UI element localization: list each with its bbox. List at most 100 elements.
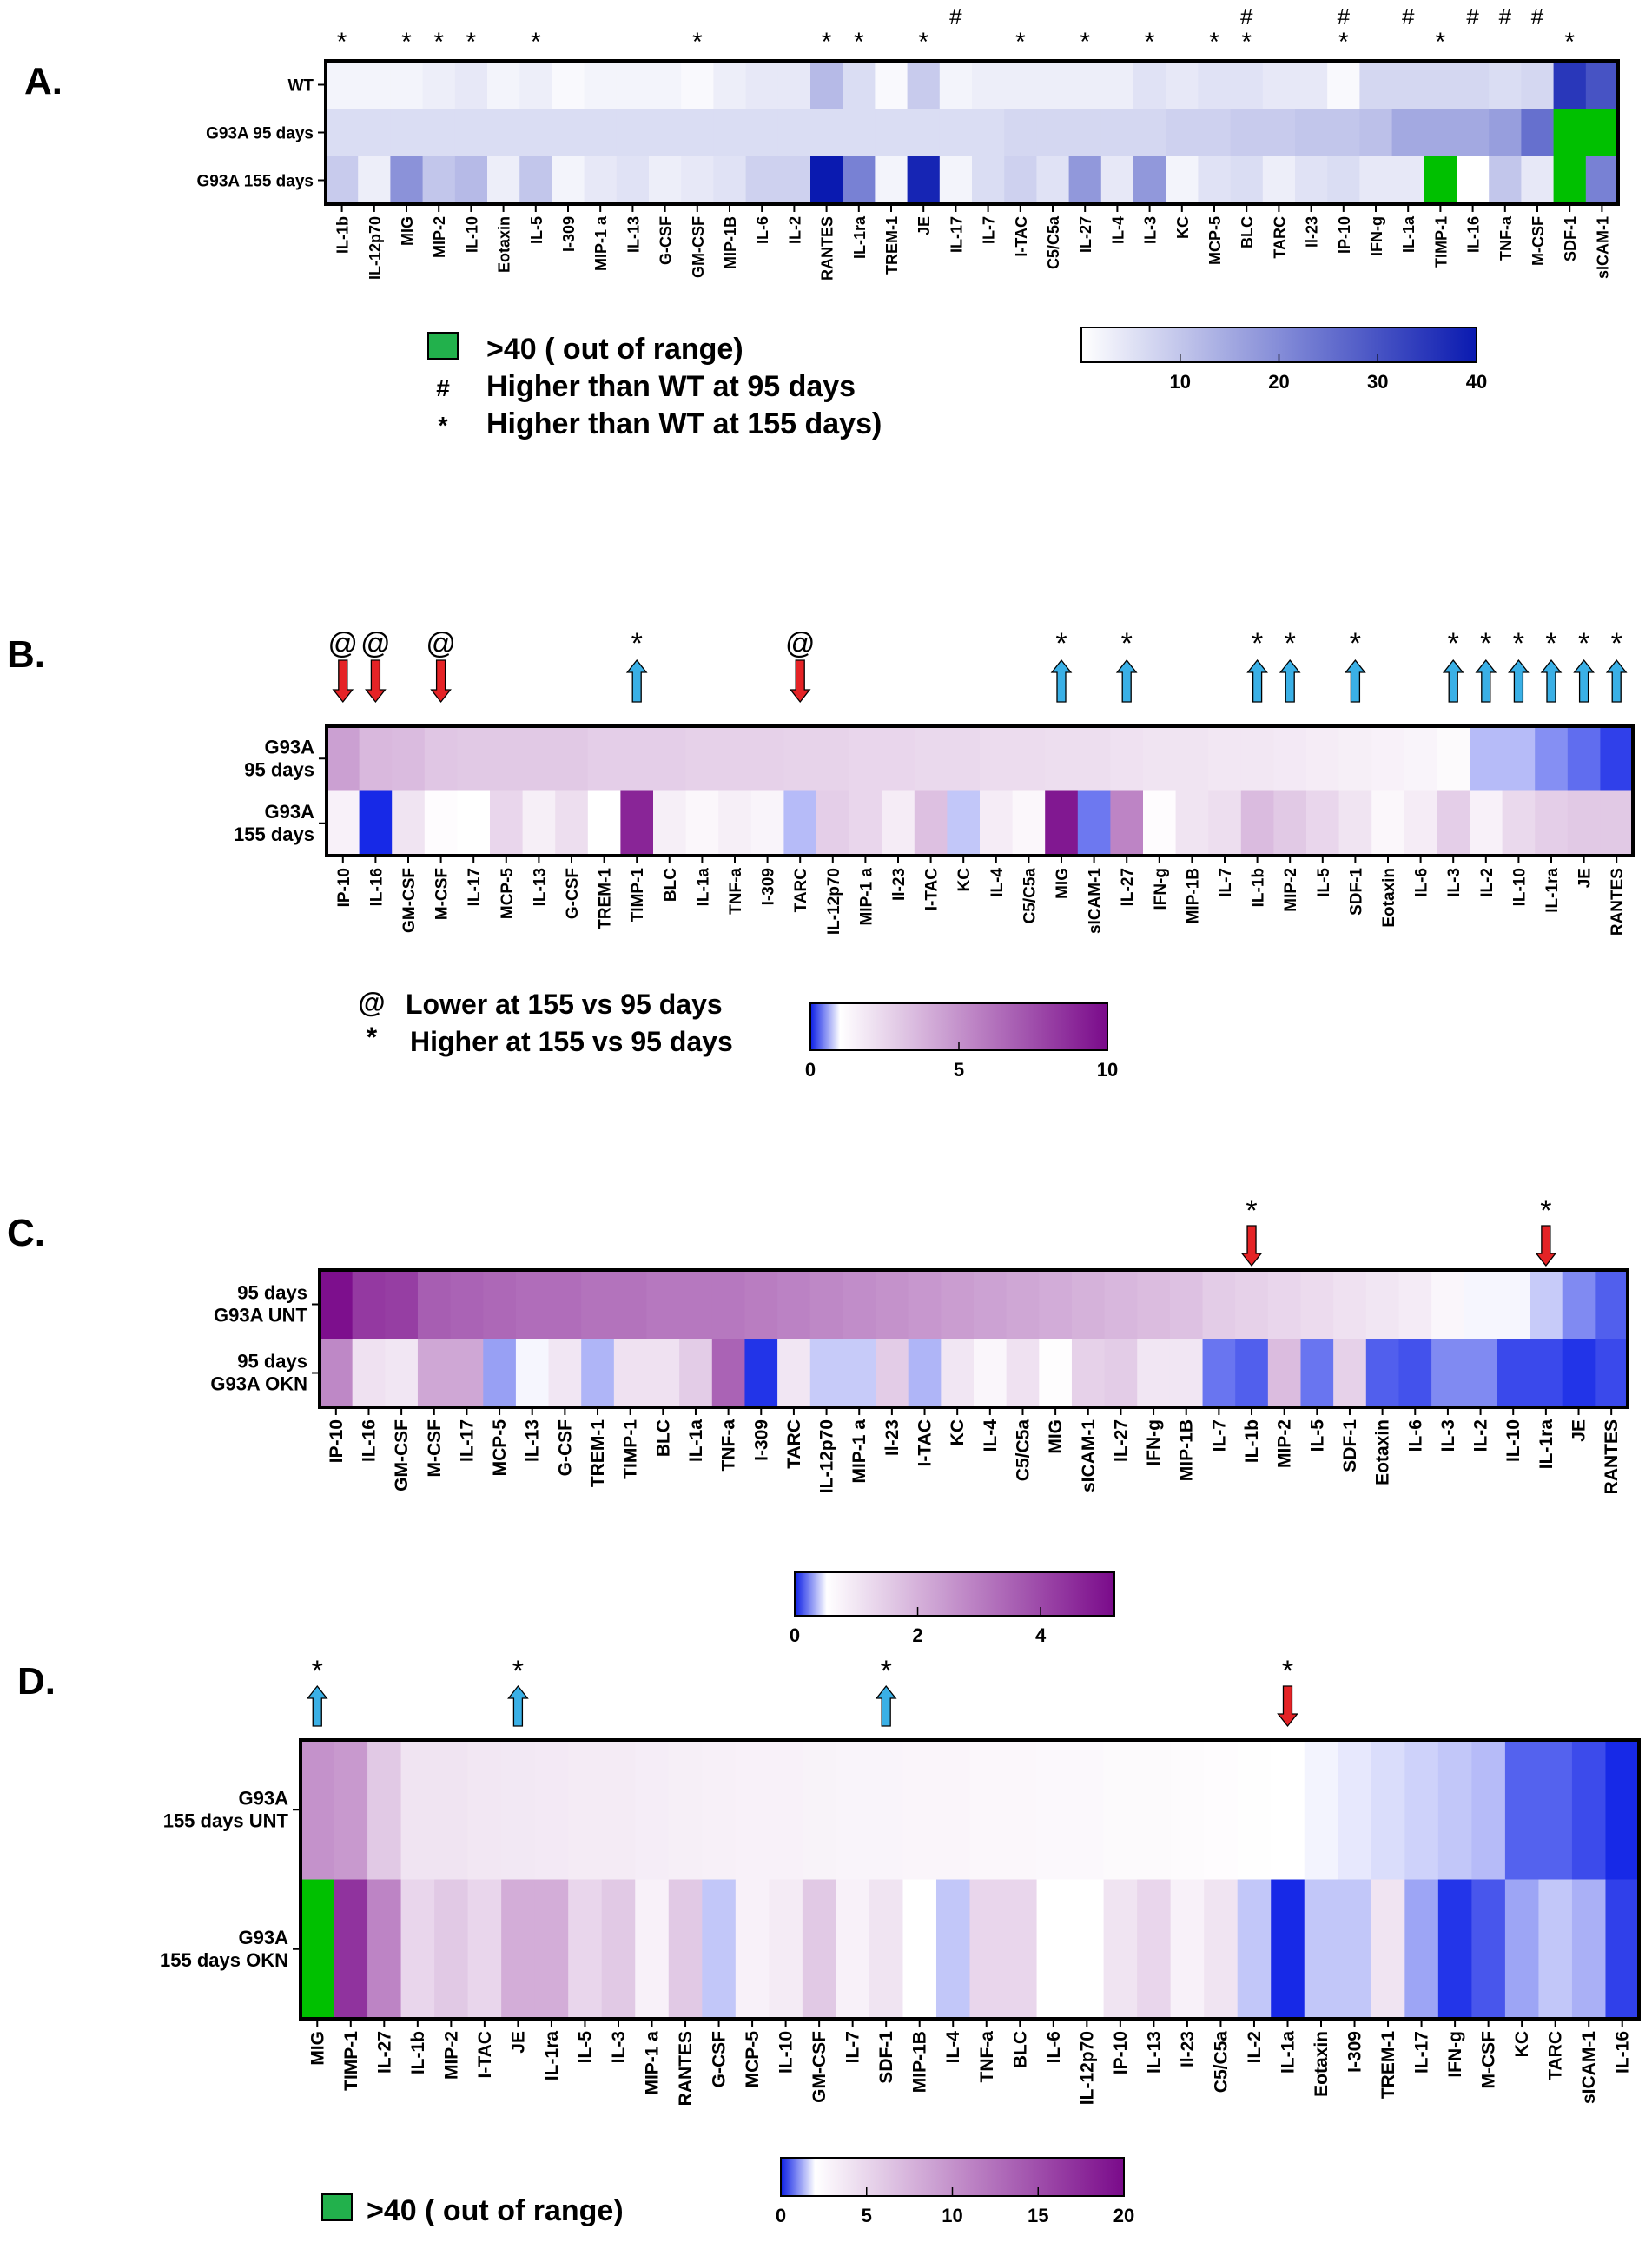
row-label: G93A [265, 736, 315, 757]
heatmap-cell [1036, 1879, 1071, 2020]
heatmap-cell [1327, 61, 1360, 109]
heatmap-cell [646, 1339, 680, 1408]
heatmap-cell [326, 109, 359, 157]
heatmap-cell [359, 726, 393, 792]
column-label: IL-5 [1315, 868, 1333, 897]
column-label: IL-16 [1613, 2031, 1633, 2074]
heatmap-cell [935, 1740, 971, 1881]
heatmap-cell [649, 156, 682, 205]
heatmap-cell [1045, 790, 1079, 857]
heatmap-cell [1585, 156, 1619, 205]
column-label: TARC [1271, 216, 1288, 259]
star-mark: * [401, 28, 412, 56]
star-mark: * [1145, 28, 1155, 56]
heatmap-cell [685, 790, 719, 857]
heatmap-cell [1230, 109, 1264, 157]
heatmap-cell [1365, 1270, 1400, 1339]
heatmap-cell [882, 726, 915, 792]
column-label: KC [955, 868, 974, 892]
heatmap-cell [875, 109, 909, 157]
heatmap-cell [843, 109, 876, 157]
heatmap-cell [522, 790, 556, 857]
hash-mark: # [1240, 3, 1253, 30]
row-label: G93A [265, 801, 315, 823]
column-label: IL-2 [1245, 2031, 1265, 2063]
heatmap-cell [392, 790, 426, 857]
heatmap-cell [668, 1740, 703, 1881]
star-mark: * [692, 28, 703, 56]
column-label: MCP-5 [490, 1419, 510, 1477]
heatmap-cell [1431, 1339, 1465, 1408]
heatmap-cell [980, 790, 1014, 857]
heatmap-cell [947, 726, 981, 792]
heatmap-cell [327, 726, 360, 792]
heatmap-cell [941, 1270, 975, 1339]
column-label: IFN-g [1152, 868, 1170, 910]
heatmap-cell [1295, 109, 1328, 157]
heatmap-cell [744, 1270, 778, 1339]
column-label: G-CSF [710, 2031, 730, 2088]
column-label: IL-1b [1242, 1419, 1262, 1463]
heatmap-cell [1267, 1270, 1302, 1339]
heatmap-cell [1553, 61, 1587, 109]
heatmap-cell [1437, 790, 1470, 857]
row-label: G93A [239, 1787, 289, 1809]
heatmap-cell [908, 1270, 942, 1339]
heatmap-cell [334, 1879, 368, 2020]
heatmap-cell [1175, 790, 1209, 857]
heatmap-cell [810, 156, 843, 205]
heatmap-cell [1235, 1270, 1269, 1339]
heatmap-cell [935, 1879, 971, 2020]
column-label: IL-17 [457, 1419, 477, 1462]
heatmap-cell [1553, 109, 1587, 157]
column-label: IL-27 [374, 2031, 394, 2074]
heatmap-cell [487, 156, 520, 205]
heatmap-cell [1045, 726, 1079, 792]
heatmap-cell [613, 1339, 648, 1408]
heatmap-cell [1497, 1270, 1530, 1339]
heatmap-cell [1338, 1879, 1372, 2020]
column-label: C5/C5a [1021, 868, 1039, 924]
column-label: GM-CSF [392, 1419, 412, 1492]
column-label: MIP-1 a [857, 868, 876, 926]
colorbar-tick-label: 5 [862, 2205, 872, 2226]
column-label: MIG [1046, 1419, 1066, 1454]
heatmap-cell [555, 726, 589, 792]
column-label: IL-4 [988, 868, 1007, 897]
heatmap-cell [939, 156, 973, 205]
heatmap-cell [1502, 790, 1536, 857]
heatmap-cell [1371, 726, 1405, 792]
column-label: MIP-1B [910, 2031, 930, 2093]
up-arrow-icon [306, 1684, 328, 1727]
heatmap-cell [1502, 726, 1536, 792]
star-mark: * [1350, 627, 1361, 660]
column-label: Eotaxin [1380, 868, 1398, 928]
heatmap-cell [417, 1339, 452, 1408]
heatmap-cell [450, 1339, 484, 1408]
heatmap-cell [1068, 156, 1102, 205]
column-label: TNF-a [977, 2031, 997, 2083]
heatmap-cell [1137, 1740, 1172, 1881]
heatmap-cell [1273, 726, 1307, 792]
heatmap-cell [587, 790, 621, 857]
column-label: MIP-2 [1282, 868, 1300, 912]
column-label: SDF-1 [1562, 216, 1579, 261]
column-label: MCP-5 [499, 868, 517, 920]
column-label: IL-16 [367, 868, 386, 906]
heatmap-cell [1338, 790, 1372, 857]
heatmap-cell [1169, 1270, 1204, 1339]
row-label: 155 days OKN [160, 1949, 288, 1971]
column-label: JE [1576, 868, 1595, 888]
heatmap-cell [1133, 61, 1166, 109]
down-arrow-icon [789, 659, 811, 704]
heatmap-cell [327, 790, 360, 857]
heatmap-cell [1237, 1879, 1272, 2020]
row-label: G93A OKN [210, 1373, 307, 1395]
heatmap-cell [568, 1879, 603, 2020]
heatmap-cell [450, 1270, 484, 1339]
heatmap-cell [1198, 61, 1232, 109]
column-label: TIMP-1 [629, 868, 647, 923]
column-label: IFN-g [1368, 216, 1385, 256]
colorbar-tick-label: 15 [1028, 2205, 1048, 2226]
heatmap-cell [974, 1270, 1008, 1339]
